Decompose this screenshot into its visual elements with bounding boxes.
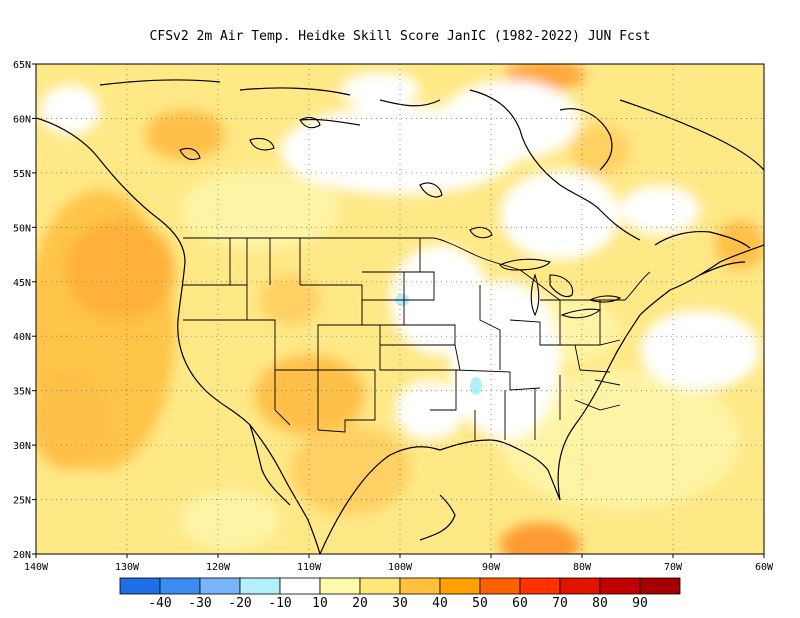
- lon-tick-label: 60W: [755, 562, 774, 573]
- lakes: [179, 116, 622, 319]
- lon-tick-label: 70W: [664, 562, 683, 573]
- lat-tick-label: 25N: [13, 496, 31, 507]
- colorbar-swatch: [359, 577, 401, 595]
- colorbar-label: -30: [188, 596, 211, 611]
- colorbar-swatch: [399, 577, 441, 595]
- colorbar-swatch: [319, 577, 361, 595]
- colorbar: -40 -30 -20 -10 10 20 30 40 50 60 70 80 90: [119, 577, 681, 611]
- colorbar-swatch: [239, 577, 281, 595]
- latitude-labels: 20N 25N 30N 35N 40N 45N 50N 55N 60N 65N: [13, 60, 31, 561]
- lon-tick-label: 100W: [388, 562, 413, 573]
- colorbar-swatch: [279, 577, 321, 595]
- colorbar-swatch: [519, 577, 561, 595]
- skill-shading: [36, 64, 764, 554]
- coastlines: [36, 79, 764, 554]
- colorbar-label: 40: [432, 596, 448, 611]
- lat-tick-label: 30N: [13, 441, 31, 452]
- lat-tick-label: 60N: [13, 114, 31, 125]
- colorbar-label: 70: [552, 596, 568, 611]
- colorbar-swatch: [479, 577, 521, 595]
- plot-frame: [35, 63, 765, 555]
- lat-tick-label: 35N: [13, 387, 31, 398]
- colorbar-swatch: [599, 577, 641, 595]
- colorbar-label: 90: [632, 596, 648, 611]
- colorbar-label: 30: [392, 596, 408, 611]
- colorbar-swatch: [639, 577, 681, 595]
- colorbar-swatch: [199, 577, 241, 595]
- lat-tick-label: 45N: [13, 278, 31, 289]
- lat-tick-label: 20N: [13, 550, 31, 561]
- graticule: [32, 63, 765, 558]
- lon-tick-label: 110W: [297, 562, 322, 573]
- colorbar-label: -20: [228, 596, 251, 611]
- colorbar-label: -10: [268, 596, 291, 611]
- colorbar-label: 10: [312, 596, 328, 611]
- lon-tick-label: 120W: [206, 562, 231, 573]
- lat-tick-label: 65N: [13, 60, 31, 71]
- colorbar-swatch: [119, 577, 161, 595]
- colorbar-label: 50: [472, 596, 488, 611]
- colorbar-swatch: [559, 577, 601, 595]
- colorbar-swatch: [159, 577, 201, 595]
- colorbar-label: 80: [592, 596, 608, 611]
- lon-tick-label: 90W: [482, 562, 501, 573]
- lon-tick-label: 130W: [115, 562, 140, 573]
- longitude-labels: 140W 130W 120W 110W 100W 90W 80W 70W 60W: [24, 562, 774, 573]
- lat-tick-label: 40N: [13, 332, 31, 343]
- colorbar-swatch: [439, 577, 481, 595]
- lon-tick-label: 140W: [24, 562, 49, 573]
- lat-tick-label: 50N: [13, 223, 31, 234]
- lat-tick-label: 55N: [13, 169, 31, 180]
- colorbar-label: 20: [352, 596, 368, 611]
- colorbar-label: -40: [148, 596, 171, 611]
- map-title: CFSv2 2m Air Temp. Heidke Skill Score Ja…: [149, 29, 651, 44]
- lon-tick-label: 80W: [573, 562, 592, 573]
- colorbar-label: 60: [512, 596, 528, 611]
